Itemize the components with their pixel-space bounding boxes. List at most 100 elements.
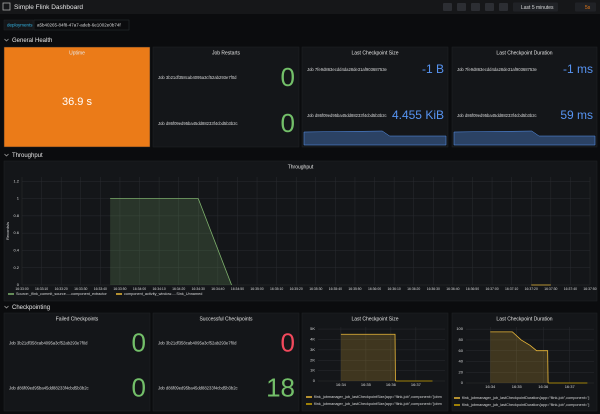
y-tick-label: 100 — [456, 326, 463, 331]
x-tick-label: 16:34 — [336, 382, 347, 387]
x-tick-label: 16:37:20 — [525, 287, 538, 291]
variable-value[interactable]: a5b40265-84f8-47a7-adeb-6e1002e0b74f — [37, 23, 121, 28]
time-range[interactable]: Last 5 minutes — [521, 5, 554, 11]
stat-value: 4.455 KiB — [392, 108, 444, 122]
x-tick-label: 16:37 — [411, 382, 422, 387]
x-tick-label: 16:35:10 — [270, 287, 283, 291]
series-line — [340, 333, 396, 382]
row-title[interactable]: Checkpointing — [12, 305, 50, 311]
variable-label: deployments — [7, 23, 33, 28]
x-tick-label: 16:34:40 — [211, 287, 224, 291]
job-label: Job 7fe9d863ecdd4da28de31af90368753e — [307, 67, 388, 72]
x-tick-label: 16:34:10 — [153, 287, 166, 291]
star-icon[interactable] — [457, 3, 466, 11]
x-tick-label: 16:34 — [485, 384, 496, 389]
x-tick-label: 16:35:50 — [348, 287, 361, 291]
top-bar — [0, 0, 600, 14]
series-line — [490, 331, 549, 384]
stat-value: 59 ms — [560, 108, 593, 122]
y-tick-label: 0 — [461, 380, 464, 385]
legend-label: Source:_flink_commit_source.....componen… — [16, 292, 107, 296]
x-tick-label: 16:33:00 — [15, 287, 28, 291]
y-tick-label: 40 — [459, 359, 464, 364]
x-tick-label: 16:35 — [361, 382, 372, 387]
y-tick-label: 5K — [310, 326, 315, 331]
legend-label: flink_jobmanager_job_lastCheckpointDurat… — [462, 403, 589, 407]
y-tick-label: 0 — [17, 282, 20, 287]
stat-value: 0 — [132, 372, 146, 402]
y-tick-label: 0 — [313, 378, 316, 383]
x-tick-label: 16:36 — [386, 382, 397, 387]
job-label: Job 7fe9d863ecdd4da28de31af90368753e — [457, 67, 538, 72]
panel — [3, 46, 151, 148]
x-tick-label: 16:34:30 — [192, 287, 205, 291]
variable-select[interactable] — [33, 19, 130, 31]
x-tick-label: 16:35:00 — [250, 287, 263, 291]
stat-value: 0 — [281, 327, 295, 357]
job-label: Job d86f09ed95ba45dd88233f4cbd5b3b2c — [457, 113, 537, 118]
save-icon[interactable] — [471, 3, 480, 11]
tv-icon[interactable] — [499, 3, 508, 11]
y-tick-label: 2K — [310, 357, 315, 362]
x-tick-label: 16:35:30 — [309, 287, 322, 291]
series-area — [340, 334, 396, 381]
graph-icon[interactable] — [443, 3, 452, 11]
apps-icon[interactable] — [2, 2, 11, 11]
panel-title: Failed Checkpoints — [56, 316, 99, 322]
time-picker[interactable] — [513, 2, 558, 12]
x-tick-label: 16:34:50 — [231, 287, 244, 291]
row-title[interactable]: Throughput — [12, 153, 43, 159]
y-tick-label: 80 — [459, 337, 464, 342]
x-tick-label: 16:35 — [512, 384, 523, 389]
x-tick-label: 16:34:20 — [172, 287, 185, 291]
panel — [451, 46, 598, 148]
legend-label: flink_jobmanager_job_lastCheckpointDurat… — [462, 396, 589, 400]
panel-title: Last Checkpoint Duration — [496, 316, 552, 322]
stat-value: -1 ms — [563, 62, 593, 76]
stat-value: 0 — [281, 62, 295, 92]
panel-title: Last Checkpoint Size — [352, 50, 399, 56]
y-tick-label: 0.2 — [13, 265, 19, 270]
panel-title: Job Restarts — [212, 50, 241, 56]
panel-title: Last Checkpoint Duration — [496, 50, 552, 56]
job-label: Job d86f09ed95ba45dd88233f4cbd5b3b2c — [307, 113, 387, 118]
legend-label: flink_jobmanager_job_lastCheckpointSize{… — [314, 402, 442, 406]
x-tick-label: 16:36:10 — [388, 287, 401, 291]
y-tick-label: 3K — [310, 347, 315, 352]
x-tick-label: 16:33:30 — [74, 287, 87, 291]
x-tick-label: 16:37:40 — [564, 287, 577, 291]
stat-value: 36.9 s — [62, 96, 92, 108]
refresh-picker[interactable] — [575, 2, 596, 12]
dashboard-title[interactable]: Simple Flink Dashboard — [14, 4, 83, 11]
x-tick-label: 16:37:00 — [485, 287, 498, 291]
y-tick-label: 1 — [17, 196, 20, 201]
legend-label: flink_jobmanager_job_lastCheckpointSize{… — [314, 395, 442, 399]
sparkline — [453, 130, 596, 146]
x-tick-label: 16:33:40 — [94, 287, 107, 291]
y-tick-label: 0.6 — [13, 230, 19, 235]
series-line — [110, 198, 232, 286]
panel-title: Last Checkpoint Size — [352, 316, 399, 322]
refresh-interval[interactable]: 5s — [585, 5, 591, 11]
y-tick-label: 4K — [310, 337, 315, 342]
y-tick-label: 1.2 — [13, 178, 19, 183]
job-label: Job 3b21df358cab4095a3cf52ab293e7f0d — [9, 340, 88, 345]
panel-title: Uptime — [69, 50, 85, 56]
job-label: Job d86f09ed95ba45dd88233f4cbd5b3b2c — [9, 386, 89, 391]
panel — [3, 160, 598, 302]
settings-icon[interactable] — [485, 3, 494, 11]
y-tick-label: 1K — [310, 368, 315, 373]
panel — [152, 46, 300, 148]
x-tick-label: 16:35:40 — [329, 287, 342, 291]
x-tick-label: 16:33:50 — [113, 287, 126, 291]
panel — [301, 46, 449, 148]
x-tick-label: 16:34:00 — [133, 287, 146, 291]
legend-label: component_activity_window.....Sink_Unnam… — [124, 292, 202, 296]
x-tick-label: 16:36:40 — [446, 287, 459, 291]
row-title[interactable]: General Health — [12, 38, 52, 44]
y-tick-label: 0.8 — [13, 213, 19, 218]
x-tick-label: 16:33:20 — [55, 287, 68, 291]
x-tick-label: 16:36:20 — [407, 287, 420, 291]
